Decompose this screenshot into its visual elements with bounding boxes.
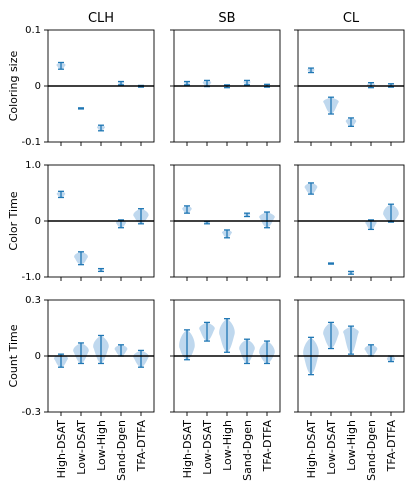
x-tick-label: Low-High [95,420,108,471]
x-tick-label: Low-DSAT [201,420,214,475]
y-axis-label: Color Time [7,191,20,250]
x-tick-label: Low-High [345,420,358,471]
y-tick-label: -1.0 [21,272,41,283]
y-axis-label: Count Time [7,324,20,387]
x-tick-label: Sand-Dgen [115,420,128,481]
x-tick-label: TFA-DTFA [135,420,148,473]
x-tick-label: High-DSAT [181,420,194,479]
x-tick-label: Low-High [221,420,234,471]
y-tick-label: -0.3 [21,407,41,418]
y-tick-label: 0.3 [25,295,41,306]
x-tick-label: Sand-Dgen [241,420,254,481]
x-tick-label: Sand-Dgen [365,420,378,481]
y-tick-label: 0.1 [25,25,41,36]
y-tick-label: 0 [35,81,41,92]
y-axis-label: Coloring size [7,50,20,121]
x-tick-label: Low-DSAT [325,420,338,475]
y-tick-label: 1.0 [25,160,41,171]
y-tick-label: -0.1 [21,137,41,148]
column-title: CL [343,11,360,26]
x-tick-label: TFA-DTFA [385,420,398,473]
x-tick-label: TFA-DTFA [261,420,274,473]
x-tick-label: High-DSAT [305,420,318,479]
column-title: CLH [88,11,114,26]
column-title: SB [218,11,235,26]
x-tick-label: Low-DSAT [75,420,88,475]
x-tick-label: High-DSAT [55,420,68,479]
y-tick-label: 0 [35,351,41,362]
y-tick-label: 0 [35,216,41,227]
